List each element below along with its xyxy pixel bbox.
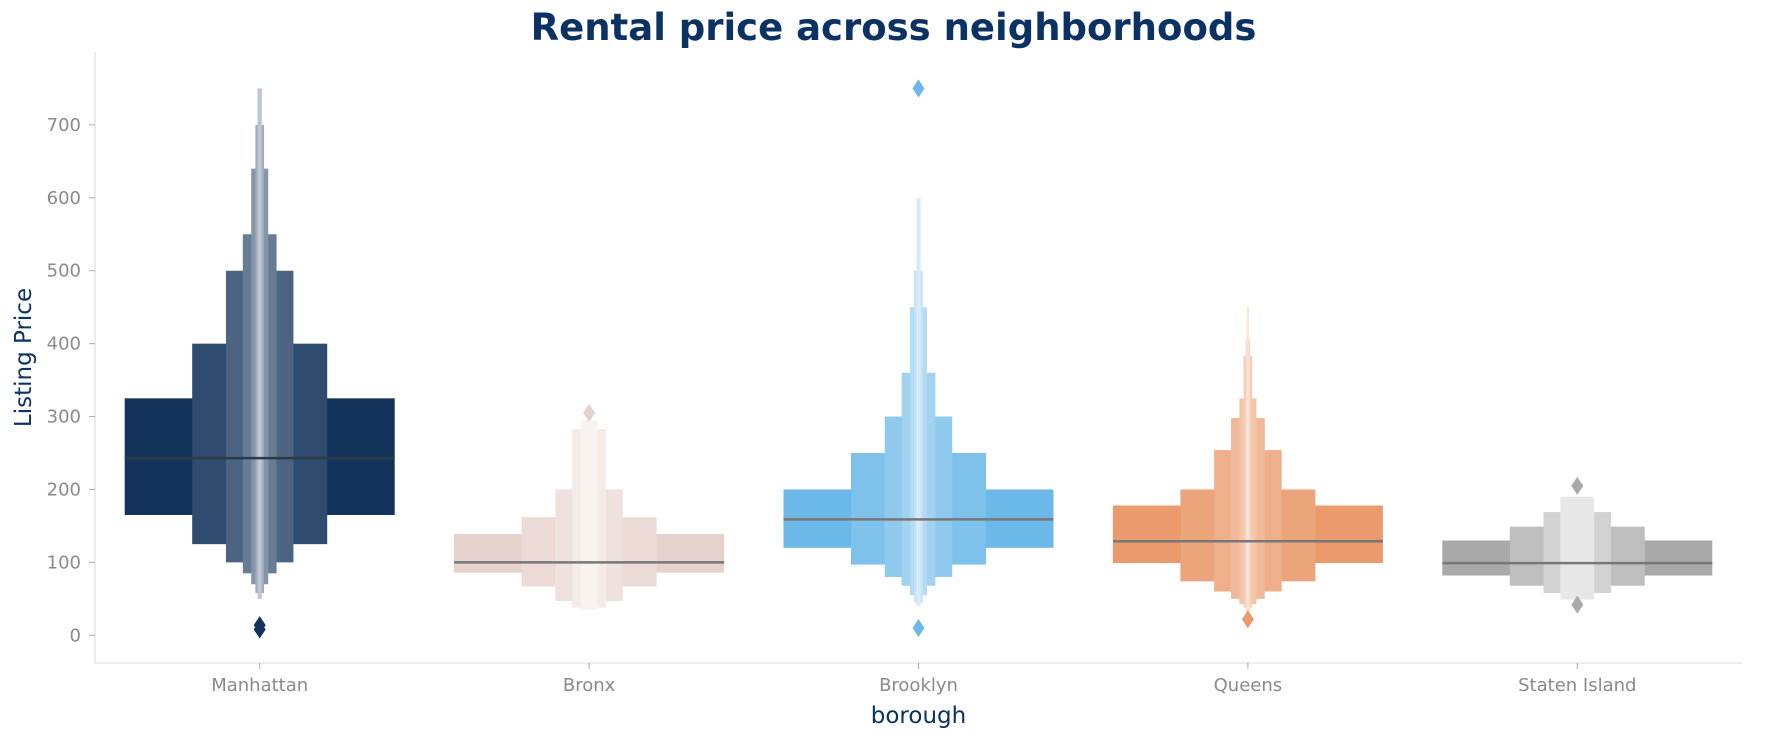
x-tick-label: Manhattan bbox=[211, 675, 308, 696]
y-tick-label: 300 bbox=[47, 407, 81, 428]
outlier-point bbox=[1571, 476, 1584, 495]
boxen-queens bbox=[1112, 307, 1383, 629]
boxen-level bbox=[257, 88, 262, 599]
boxen-level bbox=[916, 197, 921, 607]
boxen-level bbox=[1246, 307, 1249, 614]
boxen-staten-island bbox=[1442, 476, 1713, 614]
boxen-bronx bbox=[454, 403, 725, 610]
y-tick-label: 600 bbox=[47, 188, 81, 209]
outlier-point bbox=[253, 616, 266, 635]
y-tick-label: 0 bbox=[70, 625, 81, 646]
y-tick-label: 200 bbox=[47, 479, 81, 500]
outlier-point bbox=[912, 619, 925, 638]
outlier-point bbox=[912, 79, 925, 98]
outlier-point bbox=[1571, 595, 1584, 614]
boxen-manhattan bbox=[124, 88, 395, 639]
x-tick-label: Queens bbox=[1214, 675, 1283, 696]
x-tick-label: Brooklyn bbox=[879, 675, 958, 696]
x-axis-title: borough bbox=[871, 703, 966, 729]
y-tick-label: 100 bbox=[47, 552, 81, 573]
outlier-point bbox=[1241, 610, 1254, 629]
y-axis-title: Listing Price bbox=[11, 288, 37, 427]
y-tick-label: 500 bbox=[47, 261, 81, 282]
boxen-level bbox=[580, 420, 598, 610]
axis-labels: 0 100 200 300 400 500 600 700 Manhattan Bronx Broo… bbox=[11, 115, 1636, 729]
x-tick-label: Bronx bbox=[563, 675, 616, 696]
axes bbox=[89, 52, 1742, 669]
boxen-brooklyn bbox=[783, 79, 1054, 638]
outlier-point bbox=[583, 403, 596, 422]
y-tick-label: 700 bbox=[47, 115, 81, 136]
boxen-level bbox=[1560, 496, 1595, 600]
boxen-plot-area bbox=[124, 79, 1713, 639]
y-tick-label: 400 bbox=[47, 334, 81, 355]
x-tick-label: Staten Island bbox=[1518, 675, 1636, 696]
chart-title: Rental price across neighborhoods bbox=[530, 6, 1257, 49]
